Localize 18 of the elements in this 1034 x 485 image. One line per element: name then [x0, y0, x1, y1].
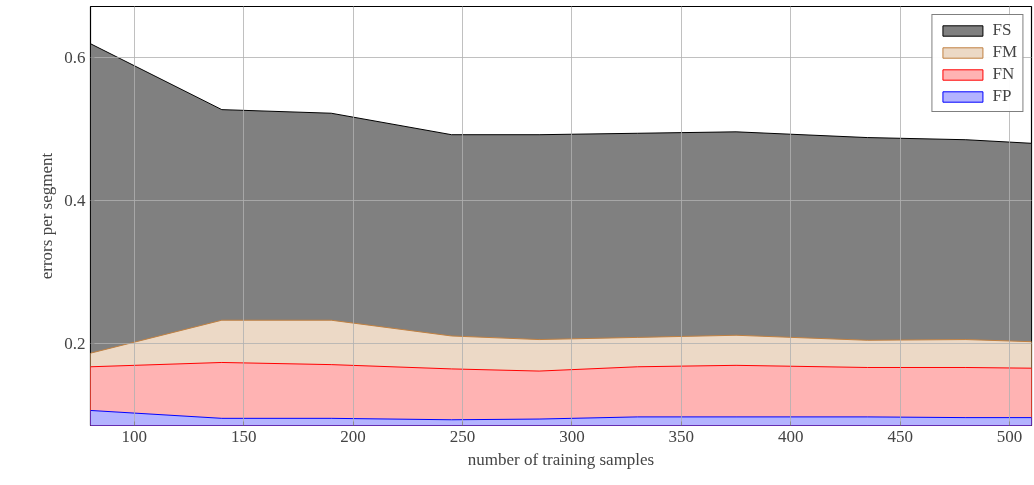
y-axis-title: errors per segment — [37, 152, 57, 280]
y-tick-label: 0.6 — [64, 47, 86, 67]
x-tick-label: 100 — [121, 426, 148, 446]
x-tick-label: 300 — [559, 426, 585, 446]
x-tick-label: 150 — [230, 426, 257, 446]
x-tick-label: 200 — [340, 426, 366, 446]
y-tick-label: 0.4 — [64, 191, 86, 211]
x-tick-label: 250 — [449, 426, 476, 446]
legend-label: FP — [992, 86, 1013, 106]
legend-label: FM — [992, 42, 1017, 62]
x-tick-label: 450 — [887, 426, 913, 446]
legend-label: FN — [992, 64, 1015, 84]
y-tick-label: 0.2 — [64, 334, 86, 354]
x-tick-label: 400 — [778, 426, 804, 446]
x-axis-title: number of training samples — [467, 449, 655, 469]
x-tick-label: 350 — [668, 426, 695, 446]
legend-label: FS — [992, 20, 1013, 40]
x-tick-label: 500 — [996, 426, 1023, 446]
